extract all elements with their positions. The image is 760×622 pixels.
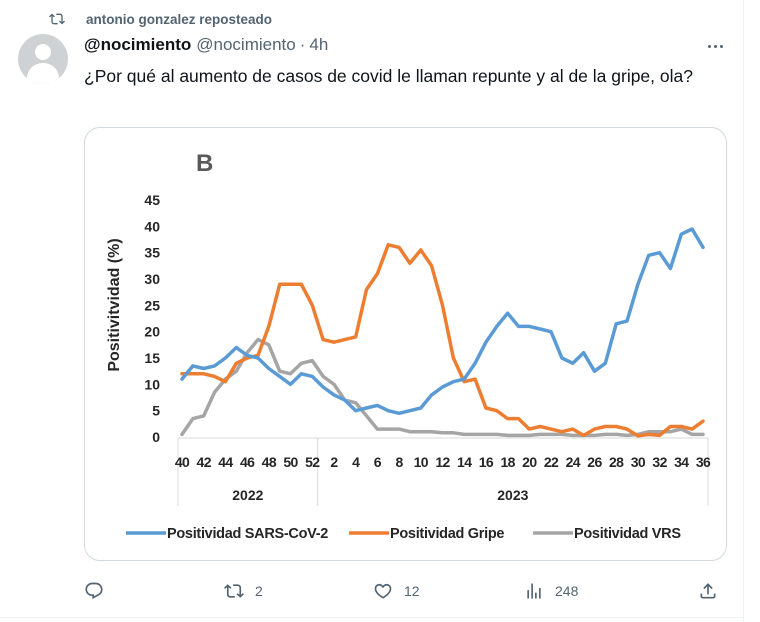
x-tick-label: 24 <box>566 454 581 470</box>
action-bar: 2 12 248 <box>84 578 724 604</box>
legend: Positividad SARS-CoV-2 Positividad Gripe P… <box>126 526 682 542</box>
x-tick-label: 14 <box>457 454 472 470</box>
x-tick-label: 6 <box>374 454 382 470</box>
positivity-line-chart: B Positivitvidad (%) 051015202530354045 … <box>106 150 712 542</box>
x-tick-label: 22 <box>544 454 559 470</box>
author-display-name[interactable]: @nocimiento <box>84 35 192 54</box>
y-axis-ticks: 0 5 10 15 20 25 30 35 40 45 <box>144 192 160 445</box>
heart-icon <box>374 583 392 599</box>
timeline-divider <box>743 0 744 622</box>
x-group-label: 2023 <box>497 487 528 503</box>
y-tick-label: 15 <box>144 350 160 366</box>
x-tick-label: 8 <box>395 454 403 470</box>
y-tick-label: 10 <box>144 376 160 392</box>
x-tick-label: 48 <box>262 454 277 470</box>
x-tick-label: 32 <box>652 454 667 470</box>
y-tick-label: 35 <box>144 245 160 261</box>
x-tick-label: 44 <box>218 454 233 470</box>
more-dot-icon <box>707 44 711 48</box>
x-tick-label: 36 <box>696 454 711 470</box>
repost-context[interactable]: antonio gonzalez reposteado <box>47 9 272 29</box>
x-tick-label: 50 <box>283 454 298 470</box>
x-tick-label: 20 <box>522 454 537 470</box>
views-count: 248 <box>555 583 579 599</box>
views-button[interactable]: 248 <box>524 578 578 604</box>
legend-label: Positividad Gripe <box>390 526 504 542</box>
repost-label: antonio gonzalez reposteado <box>86 11 273 27</box>
views-bar-chart-icon <box>527 583 541 599</box>
y-tick-label: 0 <box>152 429 160 445</box>
y-tick-label: 30 <box>144 271 160 287</box>
y-tick-label: 5 <box>152 403 160 419</box>
reply-icon <box>85 582 103 600</box>
like-count: 12 <box>404 583 420 599</box>
x-tick-label: 40 <box>175 454 190 470</box>
legend-label: Positividad SARS-CoV-2 <box>167 526 328 542</box>
tweet-header: @nocimiento @nocimiento · 4h <box>84 35 328 55</box>
x-tick-label: 26 <box>587 454 602 470</box>
x-axis: 40 42 44 46 48 50 52 2 4 6 8 10 12 14 16 18 20 22 24 26 28 30… <box>175 437 712 506</box>
y-tick-label: 45 <box>144 192 160 208</box>
x-tick-label: 12 <box>435 454 450 470</box>
x-tick-label: 16 <box>479 454 494 470</box>
more-dot-icon <box>719 44 723 48</box>
avatar[interactable] <box>18 34 68 84</box>
more-dot-icon <box>713 44 717 48</box>
x-group-label: 2022 <box>232 487 263 503</box>
x-tick-label: 34 <box>674 454 689 470</box>
y-axis-label: Positivitvidad (%) <box>106 238 123 371</box>
timestamp[interactable]: 4h <box>309 35 329 54</box>
repost-button[interactable]: 2 <box>224 578 263 604</box>
panel-label: B <box>196 150 213 177</box>
series-line-positividad-sars-cov-2 <box>180 227 705 416</box>
media-card[interactable]: B Positivitvidad (%) 0 5 10 15 20 25 30 35 40 45 … <box>84 127 727 561</box>
x-tick-label: 46 <box>240 454 255 470</box>
x-tick-label: 30 <box>631 454 646 470</box>
tweet-divider <box>0 617 743 618</box>
tweet-text: ¿Por qué al aumento de casos de covid le… <box>84 66 693 86</box>
x-tick-label: 42 <box>197 454 212 470</box>
share-upload-icon <box>700 583 716 599</box>
share-button[interactable] <box>698 578 718 604</box>
y-tick-label: 25 <box>144 297 160 313</box>
x-tick-label: 28 <box>609 454 624 470</box>
default-avatar-icon <box>35 44 51 60</box>
y-tick-label: 40 <box>144 218 160 234</box>
series-lines <box>180 227 705 438</box>
repost-icon <box>224 584 244 598</box>
y-tick-label: 20 <box>144 324 160 340</box>
x-tick-label: 4 <box>352 454 360 470</box>
x-tick-label: 52 <box>305 454 320 470</box>
repost-icon <box>49 13 65 25</box>
series-line-positividad-vrs <box>180 337 705 438</box>
more-options-button[interactable] <box>700 36 730 56</box>
separator: · <box>299 35 306 54</box>
x-tick-label: 18 <box>500 454 515 470</box>
like-button[interactable]: 12 <box>373 578 420 604</box>
legend-label: Positividad VRS <box>574 526 681 542</box>
author-handle[interactable]: @nocimiento <box>196 35 296 54</box>
series-line-positividad-gripe <box>180 243 705 438</box>
x-tick-label: 2 <box>330 454 338 470</box>
reply-button[interactable] <box>84 578 104 604</box>
x-tick-label: 10 <box>414 454 429 470</box>
repost-count: 2 <box>255 583 263 599</box>
